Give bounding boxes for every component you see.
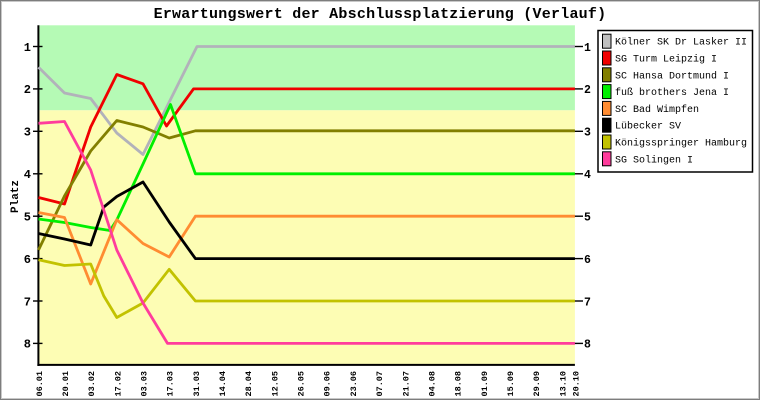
svg-text:Kölner SK Dr Lasker II: Kölner SK Dr Lasker II xyxy=(615,37,747,49)
svg-text:8: 8 xyxy=(584,339,591,352)
svg-text:4: 4 xyxy=(24,168,31,182)
svg-text:20.10: 20.10 xyxy=(571,371,581,397)
svg-text:17.03: 17.03 xyxy=(166,371,176,397)
svg-text:SG Turm Leipzig I: SG Turm Leipzig I xyxy=(615,54,717,66)
svg-text:21.07: 21.07 xyxy=(401,371,411,397)
svg-text:03.02: 03.02 xyxy=(87,371,97,397)
svg-text:14.04: 14.04 xyxy=(218,371,228,397)
svg-text:Erwartungswert der Abschlusspl: Erwartungswert der Abschlussplatzierung … xyxy=(154,6,607,23)
svg-text:7: 7 xyxy=(24,295,31,309)
svg-text:28.04: 28.04 xyxy=(244,371,254,397)
svg-text:3: 3 xyxy=(584,127,591,140)
svg-text:03.03: 03.03 xyxy=(140,371,150,397)
svg-text:1: 1 xyxy=(584,42,591,55)
svg-text:fuß brothers Jena I: fuß brothers Jena I xyxy=(615,87,729,99)
svg-text:15.09: 15.09 xyxy=(506,371,516,397)
svg-text:20.01: 20.01 xyxy=(61,371,71,397)
svg-text:06.01: 06.01 xyxy=(35,371,45,397)
svg-text:31.03: 31.03 xyxy=(192,371,202,397)
svg-text:5: 5 xyxy=(584,212,591,225)
svg-text:01.09: 01.09 xyxy=(480,371,490,397)
svg-text:6: 6 xyxy=(24,253,31,267)
svg-text:12.05: 12.05 xyxy=(270,371,280,397)
svg-text:8: 8 xyxy=(24,338,31,352)
svg-text:Platz: Platz xyxy=(10,180,22,213)
svg-text:09.06: 09.06 xyxy=(323,371,333,397)
svg-text:Lübecker SV: Lübecker SV xyxy=(615,121,681,133)
svg-text:07.07: 07.07 xyxy=(375,371,385,397)
svg-text:26.05: 26.05 xyxy=(297,371,307,397)
svg-text:23.06: 23.06 xyxy=(349,371,359,397)
svg-text:4: 4 xyxy=(584,169,591,182)
svg-text:Königsspringer Hamburg: Königsspringer Hamburg xyxy=(615,138,747,150)
svg-text:13.10: 13.10 xyxy=(558,371,568,397)
svg-text:SG Solingen I: SG Solingen I xyxy=(615,154,693,166)
svg-text:7: 7 xyxy=(584,296,591,309)
svg-text:5: 5 xyxy=(24,211,31,225)
svg-text:1: 1 xyxy=(24,41,31,55)
svg-text:04.08: 04.08 xyxy=(427,371,437,397)
svg-text:29.09: 29.09 xyxy=(532,371,542,397)
svg-text:6: 6 xyxy=(584,254,591,267)
svg-text:18.08: 18.08 xyxy=(454,371,464,397)
svg-text:3: 3 xyxy=(24,126,31,140)
svg-text:SC Hansa Dortmund I: SC Hansa Dortmund I xyxy=(615,70,729,82)
svg-text:2: 2 xyxy=(584,84,591,97)
svg-text:2: 2 xyxy=(24,83,31,97)
svg-text:17.02: 17.02 xyxy=(113,371,123,397)
svg-text:SC Bad Wimpfen: SC Bad Wimpfen xyxy=(615,104,699,116)
